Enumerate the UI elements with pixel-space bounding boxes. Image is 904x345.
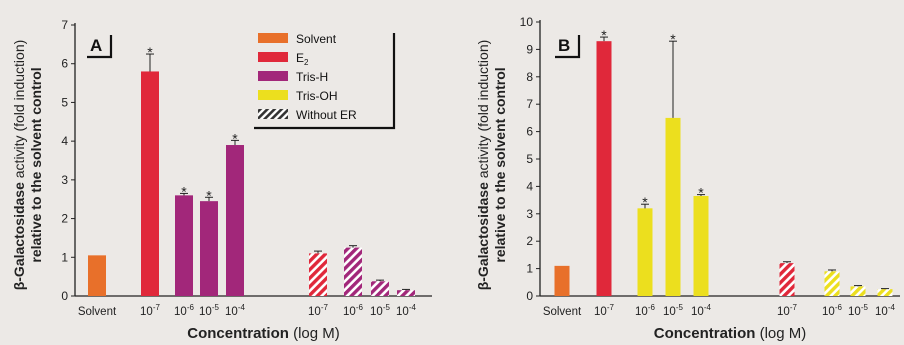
panel-corner-mark bbox=[555, 35, 581, 59]
y-tick-label: 2 bbox=[61, 212, 68, 226]
bar-tris_h-without-er bbox=[344, 247, 362, 296]
y-tick-label: 2 bbox=[526, 234, 533, 248]
y-axis-title-line2: relative to the solvent control bbox=[492, 67, 508, 262]
legend-label-without: Without ER bbox=[296, 108, 357, 122]
y-axis-title-line1: β-Galactosidase activity (fold induction… bbox=[11, 40, 27, 291]
legend-swatch-solvent bbox=[258, 33, 288, 43]
bar-tris_h bbox=[200, 201, 218, 296]
y-tick-label: 6 bbox=[61, 57, 68, 71]
bar-tris_oh-without-er bbox=[850, 286, 866, 296]
bar-e2-without-er bbox=[309, 253, 327, 296]
panel-letter: A bbox=[90, 36, 102, 55]
legend-swatch-e2 bbox=[258, 52, 288, 62]
legend-swatch-without bbox=[258, 109, 288, 119]
y-tick-label: 7 bbox=[61, 18, 68, 32]
y-tick-label: 3 bbox=[61, 173, 68, 187]
bar-e2 bbox=[141, 71, 159, 296]
y-tick-label: 4 bbox=[526, 179, 533, 193]
bar-tris_h-without-er bbox=[397, 290, 415, 296]
legend-swatch-tris_h bbox=[258, 71, 288, 81]
y-tick-label: 0 bbox=[61, 289, 68, 303]
y-tick-label: 4 bbox=[61, 134, 68, 148]
x-tick-label: 10-6 bbox=[822, 303, 842, 318]
legend-label-tris_h: Tris-H bbox=[296, 70, 328, 84]
y-tick-label: 8 bbox=[526, 70, 533, 84]
bar-tris_oh bbox=[637, 208, 653, 296]
panel-corner-mark bbox=[87, 35, 113, 59]
y-tick-label: 10 bbox=[520, 15, 534, 29]
legend: Solvent E2 Tris-H Tris-OH Without ER bbox=[254, 32, 396, 130]
x-tick-label: 10-5 bbox=[848, 303, 868, 318]
y-tick-label: 1 bbox=[526, 262, 533, 276]
legend-label-solvent: Solvent bbox=[296, 32, 337, 46]
significance-asterisk: * bbox=[232, 130, 238, 146]
y-tick-label: 5 bbox=[526, 152, 533, 166]
significance-asterisk: * bbox=[206, 187, 212, 203]
x-tick-label: 10-6 bbox=[174, 303, 194, 318]
x-tick-label: 10-4 bbox=[225, 303, 245, 318]
x-tick-label: Solvent bbox=[78, 306, 117, 318]
x-tick-label: 10-4 bbox=[396, 303, 416, 318]
y-tick-label: 5 bbox=[61, 95, 68, 109]
bar-solvent bbox=[88, 255, 106, 296]
bar-tris_h bbox=[226, 145, 244, 296]
y-tick-label: 6 bbox=[526, 125, 533, 139]
legend-label-e2: E2 bbox=[296, 51, 309, 67]
panel-b-chart: 0 1 2 3 4 5 6 7 8 9 10 * * * * Solvent 10-7 10-6 10-5 10-4 1… bbox=[475, 15, 900, 342]
x-tick-label: 10-5 bbox=[370, 303, 390, 318]
bar-e2 bbox=[596, 41, 612, 297]
significance-asterisk: * bbox=[181, 183, 187, 199]
x-tick-label: 10-5 bbox=[199, 303, 219, 318]
significance-asterisk: * bbox=[698, 185, 704, 201]
legend-swatch-tris_oh bbox=[258, 90, 288, 100]
x-tick-label: 10-7 bbox=[308, 303, 328, 318]
y-axis-title-line1: β-Galactosidase activity (fold induction… bbox=[475, 40, 491, 291]
bar-tris_oh bbox=[665, 117, 681, 297]
panel-letter: B bbox=[558, 36, 570, 55]
x-tick-label: 10-4 bbox=[691, 303, 711, 318]
significance-asterisk: * bbox=[670, 31, 676, 47]
x-axis-title: Concentration (log M) bbox=[187, 325, 340, 342]
bar-tris_oh bbox=[693, 195, 709, 296]
bar-tris_h bbox=[175, 195, 193, 296]
x-tick-label: Solvent bbox=[543, 306, 582, 318]
x-tick-label: 10-7 bbox=[140, 303, 160, 318]
bar-tris_oh-without-er bbox=[824, 271, 840, 296]
x-tick-label: 10-7 bbox=[594, 303, 614, 318]
bar-tris_oh-without-er bbox=[877, 289, 893, 296]
y-tick-label: 3 bbox=[526, 207, 533, 221]
y-axis-title-line2: relative to the solvent control bbox=[28, 67, 44, 262]
x-tick-label: 10-7 bbox=[777, 303, 797, 318]
y-tick-label: 7 bbox=[526, 97, 533, 111]
y-tick-label: 1 bbox=[61, 250, 68, 264]
panel-a-chart: 0 1 2 3 4 5 6 7 * * * * Solvent 10-7 10-6 10-5 10-4 10-7 1… bbox=[11, 18, 432, 342]
x-tick-label: 10-6 bbox=[343, 303, 363, 318]
y-tick-label: 9 bbox=[526, 42, 533, 56]
bar-e2-without-er bbox=[779, 263, 795, 296]
x-tick-label: 10-6 bbox=[635, 303, 655, 318]
bar-solvent bbox=[554, 265, 570, 296]
significance-asterisk: * bbox=[601, 27, 607, 43]
x-tick-label: 10-4 bbox=[875, 303, 895, 318]
bar-tris_h-without-er bbox=[371, 281, 389, 296]
legend-label-tris_oh: Tris-OH bbox=[296, 89, 338, 103]
legend-frame bbox=[254, 33, 396, 130]
x-tick-label: 10-5 bbox=[663, 303, 683, 318]
x-axis-title: Concentration (log M) bbox=[654, 325, 807, 342]
y-tick-label: 0 bbox=[526, 289, 533, 303]
significance-asterisk: * bbox=[147, 44, 153, 60]
significance-asterisk: * bbox=[642, 194, 648, 210]
